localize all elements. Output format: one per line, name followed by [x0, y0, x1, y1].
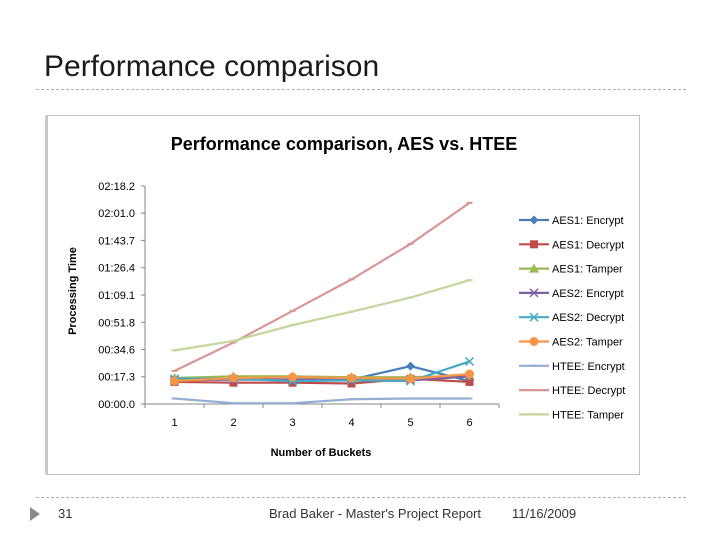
legend-entry: AES2: Tamper — [519, 337, 623, 349]
y-tick-label: 02:18.2 — [98, 181, 135, 193]
data-point — [465, 369, 474, 379]
legend-entry: HTEE: Decrypt — [519, 385, 625, 397]
legend-entry: AES1: Decrypt — [519, 239, 624, 251]
chart-title: Performance comparison, AES vs. HTEE — [171, 134, 517, 154]
legend-label: AES1: Tamper — [552, 264, 623, 276]
data-point — [529, 215, 539, 225]
legend-label: AES1: Encrypt — [552, 215, 624, 227]
data-point — [229, 378, 238, 387]
y-axis-label: Processing Time — [67, 247, 79, 335]
footer-divider — [36, 497, 686, 498]
data-point — [230, 341, 237, 344]
data-point — [530, 240, 538, 249]
data-point — [466, 201, 473, 204]
x-tick-label: 1 — [171, 417, 177, 429]
data-point — [529, 337, 539, 346]
legend-entry: HTEE: Tamper — [519, 409, 624, 421]
series-line — [174, 279, 470, 352]
line-chart: Performance comparison, AES vs. HTEE Pro… — [67, 134, 625, 459]
data-point — [347, 379, 356, 388]
y-tick-label: 00:17.3 — [98, 372, 135, 384]
slide-title: Performance comparison — [44, 50, 380, 83]
data-point — [170, 376, 179, 386]
data-point — [529, 312, 539, 322]
data-point — [529, 288, 539, 298]
data-point — [466, 397, 473, 400]
data-point — [465, 377, 474, 386]
series-line — [174, 397, 470, 405]
data-point — [407, 242, 414, 245]
legend-label: AES1: Decrypt — [552, 239, 624, 251]
data-point — [531, 413, 537, 416]
legend-entry: HTEE: Encrypt — [519, 361, 625, 373]
legend-label: HTEE: Tamper — [552, 409, 624, 421]
x-tick-label: 2 — [230, 417, 236, 429]
legend-label: HTEE: Decrypt — [552, 385, 625, 397]
series-htee-tamper — [171, 279, 473, 352]
legend-entry: AES2: Encrypt — [519, 288, 624, 300]
legend-entry: AES1: Tamper — [519, 263, 623, 276]
data-point — [230, 339, 237, 342]
y-tick-label: 01:43.7 — [98, 235, 135, 247]
data-point — [289, 324, 296, 327]
data-point — [288, 372, 297, 382]
data-point — [406, 374, 415, 384]
y-tick-label: 01:09.1 — [98, 290, 135, 302]
data-point — [171, 369, 178, 372]
series-htee-decrypt — [171, 201, 473, 372]
title-divider — [36, 89, 686, 90]
y-tick-label: 02:01.0 — [98, 208, 135, 220]
data-point — [288, 378, 297, 387]
data-point — [171, 349, 178, 352]
data-point — [529, 263, 539, 273]
chart-frame: Performance comparison, AES vs. HTEE Pro… — [45, 115, 640, 475]
y-tick-label: 00:00.0 — [98, 399, 135, 411]
data-point — [348, 310, 355, 313]
footer-date: 11/16/2009 — [512, 506, 577, 521]
data-point — [407, 296, 414, 299]
data-point — [347, 373, 356, 383]
x-axis-label: Number of Buckets — [271, 447, 372, 459]
data-point — [171, 397, 178, 400]
data-point — [348, 278, 355, 281]
x-tick-label: 5 — [407, 417, 413, 429]
series-aes2-tamper — [170, 369, 474, 386]
slide-marker-icon — [30, 507, 40, 521]
y-tick-label: 01:26.4 — [98, 263, 135, 275]
data-point — [289, 309, 296, 312]
data-point — [531, 389, 537, 392]
data-point — [289, 402, 296, 405]
data-point — [230, 402, 237, 405]
y-tick-label: 00:34.6 — [98, 344, 135, 356]
legend-entry: AES1: Encrypt — [519, 215, 624, 227]
legend-entry: AES2: Decrypt — [519, 312, 624, 324]
data-point — [466, 279, 473, 282]
footer-text: Brad Baker - Master's Project Report — [269, 506, 481, 521]
series-htee-encrypt — [171, 397, 473, 405]
series-line — [174, 372, 470, 383]
data-point — [348, 398, 355, 401]
legend-label: AES2: Encrypt — [552, 288, 624, 300]
legend-label: AES2: Decrypt — [552, 312, 624, 324]
legend-label: AES2: Tamper — [552, 337, 623, 349]
data-point — [406, 361, 415, 371]
page-number: 31 — [58, 506, 73, 521]
data-point — [407, 397, 414, 400]
x-tick-label: 6 — [466, 417, 472, 429]
legend-label: HTEE: Encrypt — [552, 361, 625, 373]
data-point — [464, 356, 475, 366]
data-point — [229, 373, 238, 383]
data-point — [531, 364, 537, 367]
x-tick-label: 3 — [289, 417, 295, 429]
x-tick-label: 4 — [348, 417, 354, 429]
series-line — [174, 201, 471, 372]
y-tick-label: 00:51.8 — [98, 317, 135, 329]
